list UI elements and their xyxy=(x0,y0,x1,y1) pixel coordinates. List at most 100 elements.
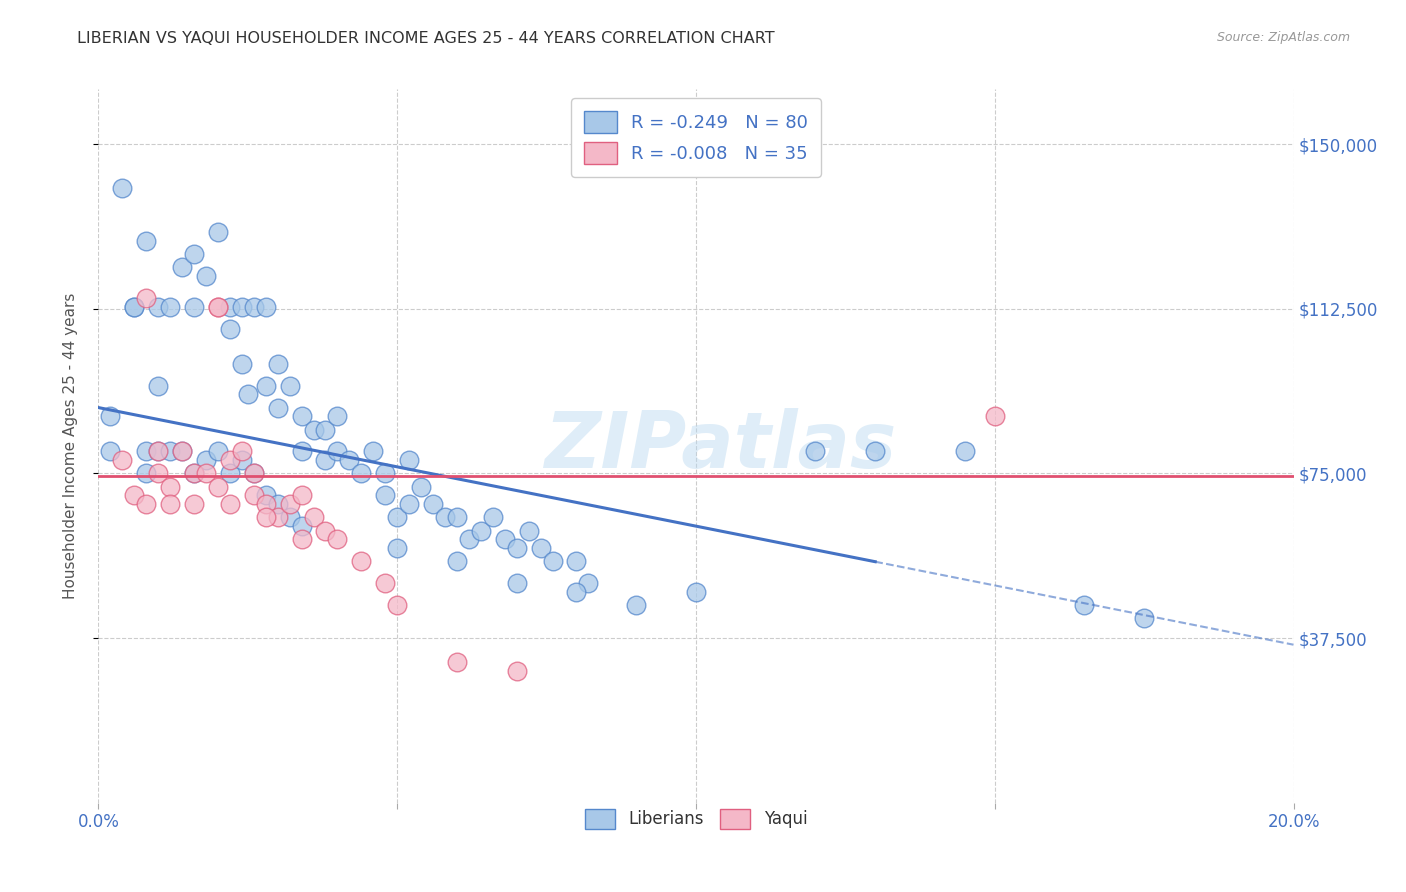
Point xyxy=(315,453,337,467)
Point xyxy=(434,510,457,524)
Point xyxy=(565,585,588,599)
Point xyxy=(254,488,277,502)
Point xyxy=(219,321,242,335)
Point xyxy=(135,497,157,511)
Point xyxy=(219,300,242,314)
Point xyxy=(385,541,409,555)
Point xyxy=(183,467,205,481)
Point xyxy=(374,467,396,481)
Point xyxy=(565,554,588,568)
Point xyxy=(350,467,373,481)
Point xyxy=(207,444,229,458)
Point xyxy=(231,444,253,458)
Point xyxy=(183,467,205,481)
Point xyxy=(422,497,444,511)
Point xyxy=(804,444,827,458)
Point xyxy=(159,444,181,458)
Point xyxy=(291,409,314,424)
Point xyxy=(236,387,259,401)
Point xyxy=(506,664,529,678)
Point xyxy=(315,423,337,437)
Point xyxy=(254,378,277,392)
Point xyxy=(291,444,314,458)
Point xyxy=(231,357,253,371)
Point xyxy=(254,300,277,314)
Point xyxy=(470,524,492,538)
Point xyxy=(243,467,266,481)
Point xyxy=(326,444,349,458)
Point xyxy=(506,541,529,555)
Point xyxy=(398,453,420,467)
Point xyxy=(124,300,146,314)
Point xyxy=(446,655,468,669)
Point xyxy=(411,480,433,494)
Point xyxy=(517,524,540,538)
Point xyxy=(984,409,1007,424)
Point xyxy=(398,497,420,511)
Point xyxy=(267,510,290,524)
Point xyxy=(148,444,170,458)
Text: ZIPatlas: ZIPatlas xyxy=(544,408,896,484)
Point xyxy=(243,467,266,481)
Point xyxy=(291,533,314,547)
Point xyxy=(278,497,301,511)
Point xyxy=(195,453,218,467)
Point xyxy=(267,357,290,371)
Point xyxy=(219,453,242,467)
Point xyxy=(254,510,277,524)
Point xyxy=(243,488,266,502)
Point xyxy=(291,519,314,533)
Point xyxy=(172,444,194,458)
Point xyxy=(385,510,409,524)
Point xyxy=(1133,611,1156,625)
Point xyxy=(458,533,481,547)
Point xyxy=(541,554,564,568)
Point xyxy=(148,444,170,458)
Point xyxy=(578,576,600,591)
Point xyxy=(135,444,157,458)
Point xyxy=(159,300,181,314)
Point xyxy=(98,409,122,424)
Point xyxy=(363,444,385,458)
Y-axis label: Householder Income Ages 25 - 44 years: Householder Income Ages 25 - 44 years xyxy=(63,293,77,599)
Point xyxy=(219,467,242,481)
Text: LIBERIAN VS YAQUI HOUSEHOLDER INCOME AGES 25 - 44 YEARS CORRELATION CHART: LIBERIAN VS YAQUI HOUSEHOLDER INCOME AGE… xyxy=(77,31,775,46)
Text: Source: ZipAtlas.com: Source: ZipAtlas.com xyxy=(1216,31,1350,45)
Point xyxy=(231,300,253,314)
Point xyxy=(494,533,516,547)
Point xyxy=(159,480,181,494)
Point xyxy=(195,467,218,481)
Point xyxy=(278,510,301,524)
Point xyxy=(374,576,396,591)
Point xyxy=(506,576,529,591)
Point xyxy=(135,467,157,481)
Point xyxy=(148,467,170,481)
Point xyxy=(482,510,505,524)
Point xyxy=(243,300,266,314)
Point xyxy=(339,453,361,467)
Point xyxy=(195,268,218,283)
Point xyxy=(207,480,229,494)
Point xyxy=(254,497,277,511)
Point xyxy=(374,488,396,502)
Point xyxy=(183,300,205,314)
Point xyxy=(302,510,325,524)
Point xyxy=(207,225,229,239)
Point xyxy=(291,488,314,502)
Point xyxy=(685,585,707,599)
Point xyxy=(315,524,337,538)
Point xyxy=(183,247,205,261)
Point xyxy=(865,444,887,458)
Point xyxy=(124,488,146,502)
Point xyxy=(326,409,349,424)
Point xyxy=(1073,598,1095,612)
Point xyxy=(385,598,409,612)
Point xyxy=(326,533,349,547)
Point xyxy=(207,300,229,314)
Point xyxy=(267,401,290,415)
Point xyxy=(135,291,157,305)
Point xyxy=(148,378,170,392)
Legend: Liberians, Yaqui: Liberians, Yaqui xyxy=(576,800,815,838)
Point xyxy=(111,181,134,195)
Point xyxy=(530,541,553,555)
